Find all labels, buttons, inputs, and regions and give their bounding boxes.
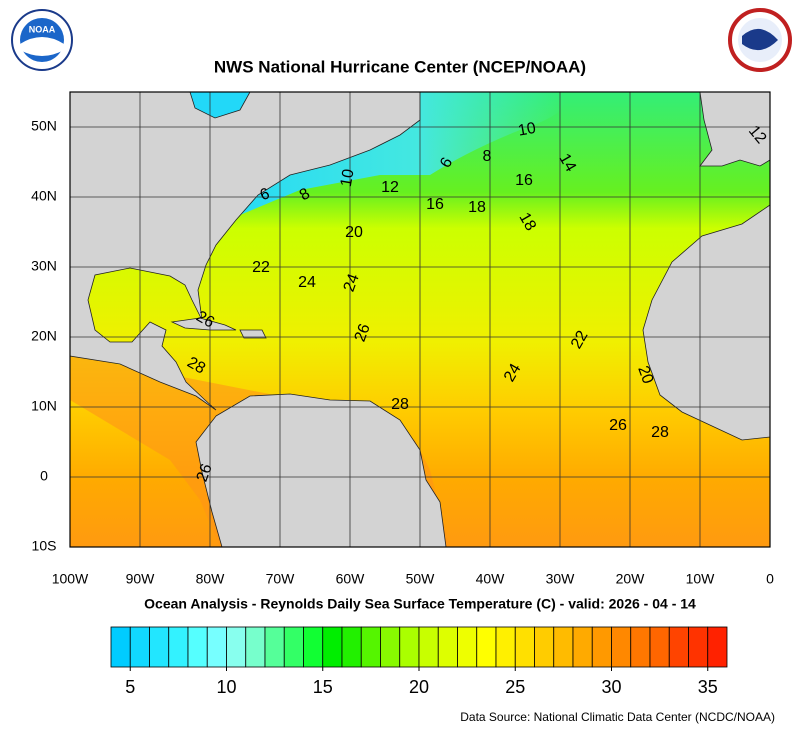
colorbar-cell [476, 626, 497, 668]
lon-tick-label: 0 [766, 571, 774, 587]
lon-tick-label: 30W [546, 571, 576, 587]
lon-tick-label: 100W [52, 571, 89, 587]
lon-tick-label: 50W [406, 571, 436, 587]
colorbar-tick-label: 15 [313, 677, 333, 697]
lat-tick-label: 50N [31, 118, 57, 134]
colorbar-cell [495, 626, 516, 668]
contour-label: 16 [426, 196, 444, 213]
map-frame [69, 91, 771, 548]
colorbar-cell [534, 626, 555, 668]
lat-tick-label: 10S [32, 538, 57, 554]
africa [642, 204, 771, 441]
contour-label: 28 [184, 354, 208, 378]
colorbar-cell [129, 626, 150, 668]
lat-tick-label: 10N [31, 398, 57, 414]
contour-label: 24 [341, 272, 363, 295]
contour-label: 10 [338, 168, 358, 189]
colorbar-cell [668, 626, 689, 668]
contour-label: 26 [194, 462, 216, 485]
colorbar-cell [572, 626, 593, 668]
contour-label: 18 [515, 210, 539, 234]
colorbar-cell [206, 626, 227, 668]
colorbar-cell [418, 626, 439, 668]
contour-label: 24 [298, 274, 316, 291]
lon-tick-label: 20W [616, 571, 646, 587]
colorbar-cell [457, 626, 478, 668]
colorbar-cell [341, 626, 362, 668]
colorbar-tick-label: 20 [409, 677, 429, 697]
colorbar-cell [437, 626, 458, 668]
title: NWS National Hurricane Center (NCEP/NOAA… [214, 57, 586, 76]
colorbar-cell [591, 626, 612, 668]
contour-label: 8 [483, 148, 492, 165]
colorbar-cell [245, 626, 266, 668]
lon-tick-label: 10W [686, 571, 716, 587]
colorbar-cell [380, 626, 401, 668]
contour-label: 22 [568, 328, 592, 352]
colorbar-cell [283, 626, 304, 668]
contour-label: 26 [609, 417, 627, 434]
cuba [170, 317, 237, 331]
hispaniola [239, 329, 267, 339]
contour-label: 26 [352, 322, 374, 345]
south-america [195, 393, 447, 548]
colorbar-cell [688, 626, 709, 668]
colorbar: 5 10 15 20 25 30 35 [110, 626, 728, 697]
colorbar-cell [514, 626, 535, 668]
contour-label: 20 [634, 364, 656, 387]
colorbar-tick-label: 30 [601, 677, 621, 697]
contour-label: 22 [252, 259, 270, 276]
lon-tick-label: 40W [476, 571, 506, 587]
lat-tick-label: 20N [31, 328, 57, 344]
colorbar-cell [322, 626, 343, 668]
colorbar-tick-label: 25 [505, 677, 525, 697]
colorbar-cell [707, 626, 728, 668]
colorbar-cell [226, 626, 247, 668]
lon-tick-label: 80W [196, 571, 226, 587]
data-source: Data Source: National Climatic Data Cent… [460, 710, 775, 724]
noaa-logo: NOAA [11, 9, 73, 71]
colorbar-cell [630, 626, 651, 668]
colorbar-cell [611, 626, 632, 668]
contour-label: 18 [468, 199, 486, 216]
colorbar-cell [110, 626, 131, 668]
colorbar-cell [187, 626, 208, 668]
contour-label: 28 [651, 424, 669, 441]
contour-label: 12 [381, 179, 399, 196]
contour-label: 28 [391, 396, 409, 413]
colorbar-cell [303, 626, 324, 668]
colorbar-cell [360, 626, 381, 668]
colorbar-cell [149, 626, 170, 668]
colorbar-cell [264, 626, 285, 668]
contour-label: 10 [517, 120, 538, 140]
colorbar-tick-label: 35 [698, 677, 718, 697]
lon-tick-label: 90W [126, 571, 156, 587]
contour-label: 14 [555, 151, 579, 175]
colorbar-cell [553, 626, 574, 668]
lat-tick-label: 30N [31, 258, 57, 274]
lat-tick-label: 40N [31, 188, 57, 204]
contour-label: 20 [345, 224, 363, 241]
contour-label: 26 [193, 308, 217, 332]
colorbar-cell [399, 626, 420, 668]
lon-tick-label: 60W [336, 571, 366, 587]
colorbar-tick-label: 10 [216, 677, 236, 697]
nws-logo [728, 8, 792, 72]
contour-label: 24 [501, 361, 525, 385]
colorbar-cell [649, 626, 670, 668]
contour-label: 16 [515, 172, 533, 189]
lat-tick-label: 0 [40, 468, 48, 484]
logo-text: NOAA [29, 24, 56, 34]
lon-tick-label: 70W [266, 571, 296, 587]
north-america [69, 91, 421, 411]
subtitle: Ocean Analysis - Reynolds Daily Sea Surf… [144, 596, 696, 612]
colorbar-tick-label: 5 [125, 677, 135, 697]
colorbar-cell [168, 626, 189, 668]
